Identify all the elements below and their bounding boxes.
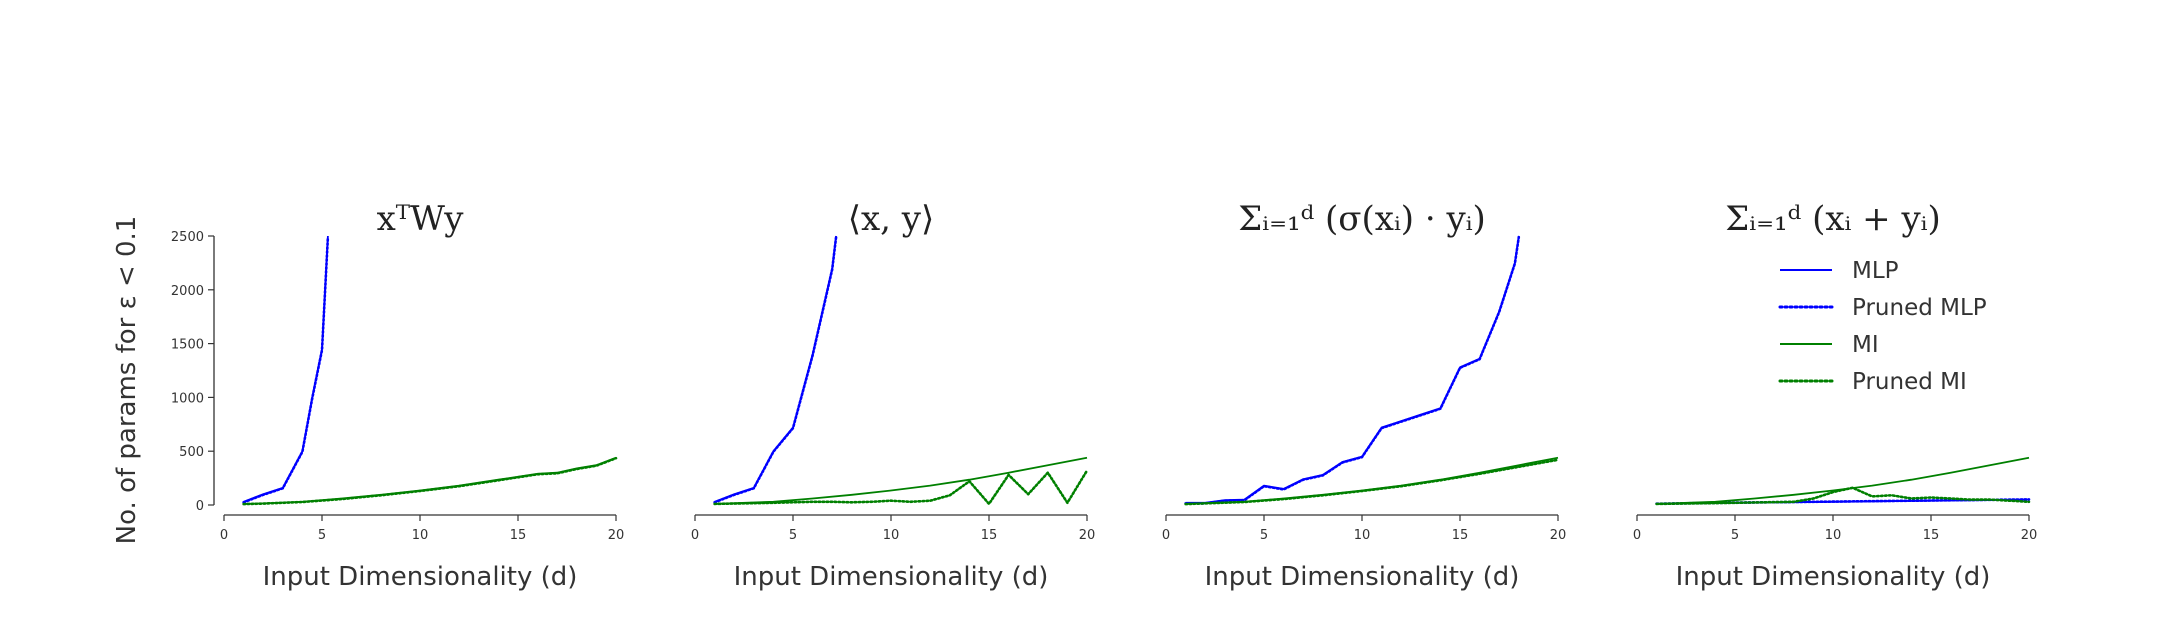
series-line-pruned-mi bbox=[1655, 486, 2031, 506]
x-tick-label: 0 bbox=[691, 528, 699, 543]
series-line-mlp bbox=[714, 235, 837, 503]
x-tick-label: 10 bbox=[412, 528, 429, 543]
chart-panel-3: Σᵢ₌₁ᵈ (σ(xᵢ) · yᵢ) 0 5 10 15 20 Input Dimensio… bbox=[1162, 199, 1566, 592]
series-line-mi bbox=[1656, 456, 2030, 505]
x-axis-label: Input Dimensionality (d) bbox=[734, 562, 1049, 592]
chart-panel-4: Σᵢ₌₁ᵈ (xᵢ + yᵢ) 0 5 10 15 20 Input Dimensional… bbox=[1633, 199, 2037, 592]
series-line-mlp bbox=[1185, 235, 1520, 504]
x-tick-label: 0 bbox=[1633, 528, 1641, 543]
x-tick-label: 5 bbox=[789, 528, 797, 543]
y-tick-label: 2000 bbox=[171, 284, 204, 299]
legend-label: MLP bbox=[1852, 258, 1899, 284]
legend-label: Pruned MI bbox=[1852, 369, 1967, 395]
x-tick-label: 10 bbox=[1354, 528, 1371, 543]
series-line-mi bbox=[1185, 456, 1559, 505]
x-tick-label: 10 bbox=[1825, 528, 1842, 543]
y-tick-label: 1500 bbox=[171, 338, 204, 353]
x-tick-label: 0 bbox=[1162, 528, 1170, 543]
x-tick-label: 5 bbox=[1731, 528, 1739, 543]
x-axis-label: Input Dimensionality (d) bbox=[1205, 562, 1520, 592]
series-line-mi bbox=[714, 456, 1088, 505]
chart-title: xᵀWy bbox=[377, 199, 465, 239]
x-tick-label: 20 bbox=[1079, 528, 1096, 543]
legend: MLP Pruned MLP MI Pruned MI bbox=[1778, 258, 1987, 395]
x-tick-label: 20 bbox=[608, 528, 625, 543]
series-line-pruned-mlp bbox=[1184, 235, 1521, 505]
series-line-pruned-mlp bbox=[713, 235, 838, 504]
series-line-mi bbox=[243, 456, 617, 505]
y-tick-label: 1000 bbox=[171, 391, 204, 406]
series-line-mlp bbox=[243, 235, 329, 503]
y-tick-label: 2500 bbox=[171, 230, 204, 245]
legend-label: MI bbox=[1852, 332, 1879, 358]
x-tick-label: 20 bbox=[2021, 528, 2038, 543]
chart-panel-1: xᵀWy 0 5 10 15 20 0 500 1000 1500 2000 2500 Input Di… bbox=[171, 199, 624, 592]
chart-panel-2: ⟨x, y⟩ 0 5 10 15 20 Input Dimensionality (d) bbox=[691, 199, 1095, 592]
y-tick-label: 0 bbox=[196, 499, 204, 514]
series-line-pruned-mi bbox=[1184, 458, 1560, 506]
series-line-pruned-mi bbox=[242, 456, 618, 506]
x-tick-label: 15 bbox=[1923, 528, 1940, 543]
chart-title: Σᵢ₌₁ᵈ (σ(xᵢ) · yᵢ) bbox=[1238, 199, 1486, 239]
x-tick-label: 15 bbox=[1452, 528, 1469, 543]
x-tick-label: 10 bbox=[883, 528, 900, 543]
x-tick-label: 15 bbox=[981, 528, 998, 543]
x-axis-label: Input Dimensionality (d) bbox=[1676, 562, 1991, 592]
x-tick-label: 15 bbox=[510, 528, 527, 543]
x-tick-label: 5 bbox=[1260, 528, 1268, 543]
series-line-pruned-mi bbox=[713, 469, 1089, 506]
x-tick-label: 5 bbox=[318, 528, 326, 543]
series-line-pruned-mlp bbox=[242, 235, 330, 504]
y-axis-label: No. of params for ε < 0.1 bbox=[112, 216, 142, 545]
chart-title: Σᵢ₌₁ᵈ (xᵢ + yᵢ) bbox=[1725, 199, 1941, 239]
chart-title: ⟨x, y⟩ bbox=[848, 199, 935, 239]
x-tick-label: 0 bbox=[220, 528, 228, 543]
y-tick-label: 500 bbox=[179, 445, 204, 460]
x-axis-label: Input Dimensionality (d) bbox=[263, 562, 578, 592]
x-tick-label: 20 bbox=[1550, 528, 1567, 543]
legend-label: Pruned MLP bbox=[1852, 295, 1987, 321]
